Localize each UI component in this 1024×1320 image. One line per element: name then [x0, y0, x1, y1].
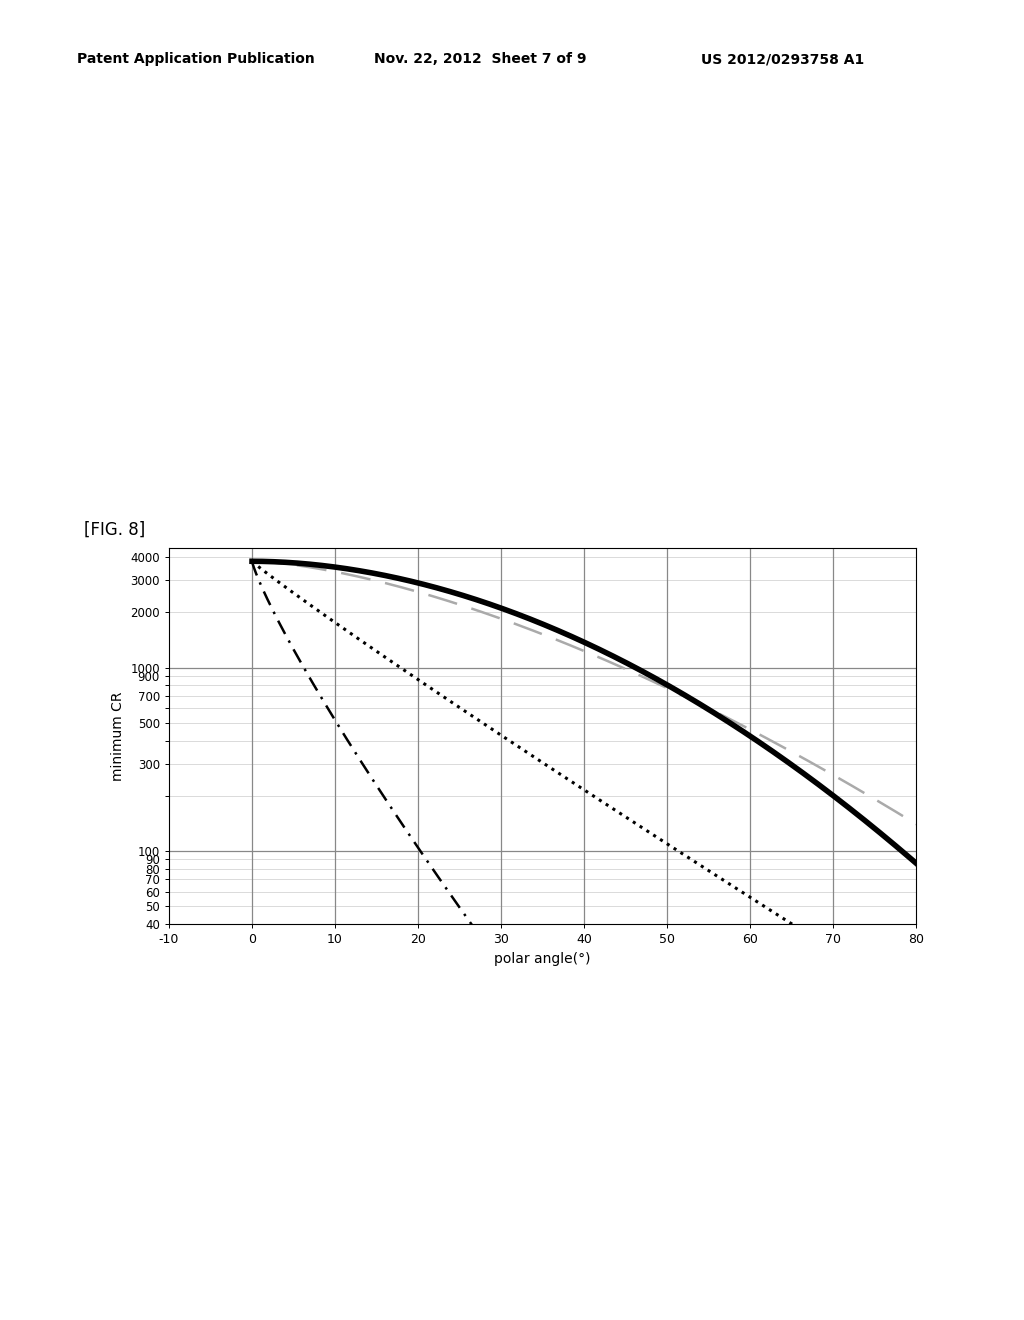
X-axis label: polar angle(°): polar angle(°) [495, 952, 591, 966]
Y-axis label: minimum CR: minimum CR [111, 692, 125, 780]
Text: Patent Application Publication: Patent Application Publication [77, 53, 314, 66]
Text: US 2012/0293758 A1: US 2012/0293758 A1 [701, 53, 864, 66]
Text: [FIG. 8]: [FIG. 8] [84, 520, 145, 539]
Text: Nov. 22, 2012  Sheet 7 of 9: Nov. 22, 2012 Sheet 7 of 9 [374, 53, 587, 66]
